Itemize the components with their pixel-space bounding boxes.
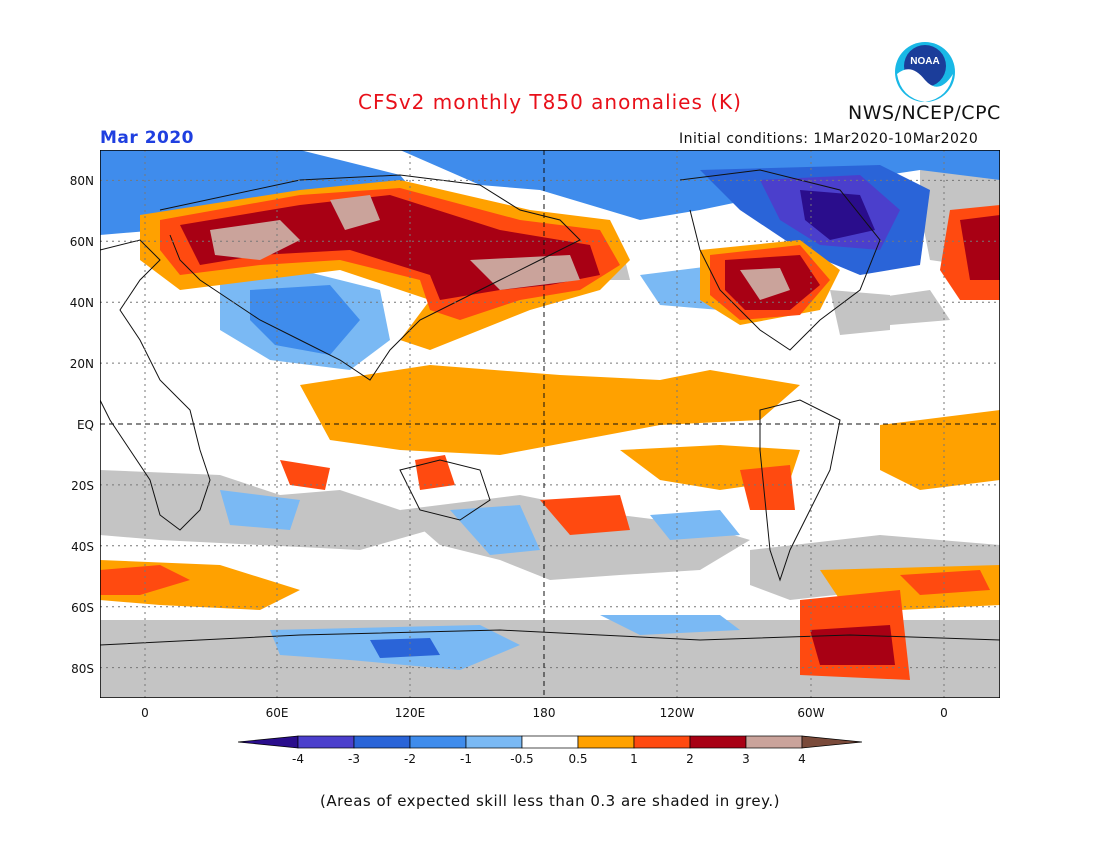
lat-label: 60N (69, 235, 94, 249)
colorbar-label: 4 (798, 752, 806, 766)
colorbar-label: 3 (742, 752, 750, 766)
colorbar-segment (409, 735, 467, 749)
colorbar-segment (633, 735, 691, 749)
negative-anomalies (100, 150, 1000, 670)
lat-label: 20S (71, 479, 94, 493)
positive-anomalies (100, 180, 1000, 680)
lat-label: 80N (69, 174, 94, 188)
map-grid (100, 150, 1000, 698)
lat-label: 60S (71, 601, 94, 615)
colorbar-segment (353, 735, 411, 749)
footnote: (Areas of expected skill less than 0.3 a… (320, 792, 780, 810)
noaa-logo-text: NOAA (910, 56, 939, 67)
lat-label: 40S (71, 540, 94, 554)
colorbar-label: -0.5 (510, 752, 534, 766)
colorbar-label: 0.5 (568, 752, 588, 766)
lon-label: 120W (659, 706, 695, 720)
colorbar (237, 734, 863, 754)
anomaly-map (99, 149, 1001, 699)
colorbar-label: -3 (348, 752, 360, 766)
agency-label: NWS/NCEP/CPC (848, 102, 1001, 124)
lon-label: 0 (940, 706, 948, 720)
colorbar-segment (297, 735, 355, 749)
colorbar-segment (801, 735, 863, 749)
lat-label: 20N (69, 357, 94, 371)
lon-label: 0 (141, 706, 149, 720)
noaa-logo: NOAA (893, 40, 957, 104)
colorbar-label: -2 (404, 752, 416, 766)
lon-label: 60W (797, 706, 825, 720)
colorbar-label: 1 (630, 752, 638, 766)
lon-label: 60E (265, 706, 289, 720)
colorbar-segment (689, 735, 747, 749)
coastlines (99, 169, 1001, 646)
colorbar-svg (237, 735, 863, 749)
month-label: Mar 2020 (100, 128, 195, 148)
colorbar-label: -4 (292, 752, 304, 766)
colorbar-label: -1 (460, 752, 472, 766)
colorbar-segment (521, 735, 579, 749)
lat-label: 40N (69, 296, 94, 310)
colorbar-label: 2 (686, 752, 694, 766)
colorbar-segment (465, 735, 523, 749)
lat-label: 80S (71, 662, 94, 676)
equator-dateline (100, 150, 1000, 698)
lon-label: 180 (532, 706, 556, 720)
chart-title: CFSv2 monthly T850 anomalies (K) (358, 90, 742, 114)
colorbar-segment (237, 735, 299, 749)
colorbar-segment (577, 735, 635, 749)
colorbar-segment (745, 735, 803, 749)
lon-label: 120E (394, 706, 426, 720)
lat-label: EQ (76, 418, 94, 432)
initial-conditions-label: Initial conditions: 1Mar2020-10Mar2020 (679, 131, 979, 147)
